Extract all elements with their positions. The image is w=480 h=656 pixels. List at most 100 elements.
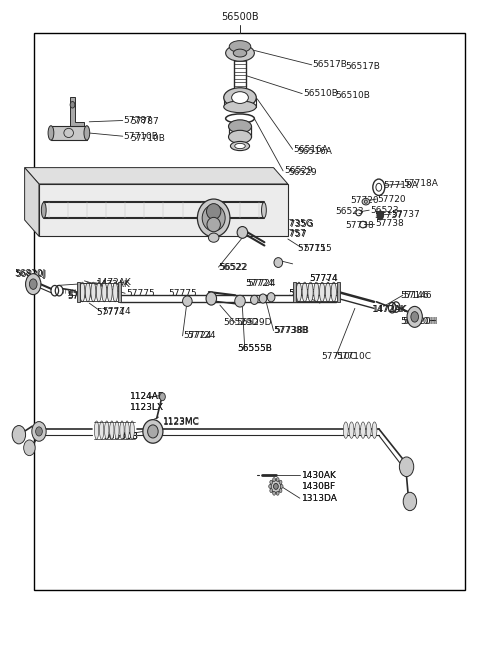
Text: 1430BF: 1430BF: [302, 482, 336, 491]
Ellipse shape: [331, 282, 336, 302]
Text: 57710B: 57710B: [130, 134, 165, 142]
Text: 57774: 57774: [310, 274, 338, 283]
Text: 1123LX: 1123LX: [130, 403, 164, 413]
Circle shape: [399, 457, 414, 477]
Text: 57738: 57738: [345, 220, 374, 230]
Text: 57715: 57715: [298, 243, 326, 253]
Text: 57774: 57774: [102, 307, 131, 316]
Text: 56529D: 56529D: [236, 318, 272, 327]
Circle shape: [270, 480, 273, 484]
Ellipse shape: [267, 293, 275, 302]
Ellipse shape: [274, 483, 278, 489]
Text: 57737: 57737: [392, 210, 420, 218]
Text: 1472AK: 1472AK: [372, 305, 407, 314]
Text: 57775: 57775: [168, 289, 197, 298]
Text: 57787: 57787: [124, 116, 153, 125]
Ellipse shape: [125, 421, 129, 440]
Text: 56522: 56522: [219, 262, 248, 272]
Ellipse shape: [41, 202, 46, 218]
Text: 56820H: 56820H: [400, 317, 436, 326]
Text: 57738B: 57738B: [274, 326, 308, 335]
Circle shape: [279, 480, 282, 484]
Text: 57774: 57774: [310, 274, 338, 283]
Ellipse shape: [202, 205, 225, 231]
Ellipse shape: [48, 126, 54, 140]
Circle shape: [273, 491, 276, 495]
Text: 1124AE: 1124AE: [130, 392, 165, 401]
Bar: [51, 126, 87, 140]
Circle shape: [276, 491, 279, 495]
Text: 1472AK: 1472AK: [97, 278, 132, 287]
Text: 57146: 57146: [404, 291, 432, 300]
Ellipse shape: [197, 199, 230, 237]
Circle shape: [280, 484, 283, 488]
Ellipse shape: [362, 198, 370, 205]
Ellipse shape: [366, 422, 371, 438]
Text: 57720: 57720: [377, 195, 406, 203]
Circle shape: [159, 393, 165, 401]
Circle shape: [29, 279, 37, 289]
Text: 57787: 57787: [130, 117, 159, 127]
Text: 57710C: 57710C: [322, 352, 356, 361]
Circle shape: [411, 312, 419, 322]
Circle shape: [403, 492, 417, 510]
Ellipse shape: [102, 282, 107, 302]
Ellipse shape: [232, 92, 248, 104]
Ellipse shape: [224, 101, 256, 113]
Text: 56529: 56529: [284, 167, 312, 175]
Text: 1430AK: 1430AK: [302, 471, 337, 480]
Text: 57724: 57724: [247, 279, 276, 288]
Ellipse shape: [349, 422, 354, 438]
Text: 56510B: 56510B: [303, 89, 338, 98]
Ellipse shape: [355, 422, 360, 438]
Ellipse shape: [95, 421, 99, 440]
Ellipse shape: [233, 49, 247, 57]
Text: 57718A: 57718A: [384, 181, 419, 190]
Ellipse shape: [320, 282, 325, 302]
Ellipse shape: [296, 282, 301, 302]
Ellipse shape: [148, 425, 158, 438]
Ellipse shape: [251, 295, 258, 304]
Text: 56555B: 56555B: [238, 344, 273, 354]
Text: 57724: 57724: [187, 331, 216, 340]
Ellipse shape: [226, 45, 254, 61]
Text: 57735G: 57735G: [278, 220, 314, 229]
Ellipse shape: [228, 120, 252, 133]
Text: 56529: 56529: [288, 168, 316, 176]
Circle shape: [25, 274, 41, 295]
Ellipse shape: [91, 282, 96, 302]
Polygon shape: [24, 168, 288, 184]
Text: 56523: 56523: [336, 207, 364, 216]
Text: 56522: 56522: [218, 262, 247, 272]
Ellipse shape: [325, 282, 331, 302]
Text: 57146: 57146: [400, 291, 429, 300]
Bar: [39, 184, 288, 236]
Ellipse shape: [208, 233, 219, 242]
Text: 57775: 57775: [126, 289, 155, 298]
Circle shape: [70, 102, 75, 108]
Ellipse shape: [84, 126, 90, 140]
Ellipse shape: [343, 422, 348, 438]
Circle shape: [270, 489, 273, 493]
Text: 56510B: 56510B: [336, 91, 371, 100]
Bar: [34, 33, 465, 590]
Text: 57710C: 57710C: [336, 352, 372, 361]
Text: 1430AK: 1430AK: [302, 471, 337, 480]
Text: 1123MC: 1123MC: [163, 418, 200, 427]
Text: 57757: 57757: [278, 230, 307, 239]
Text: 57718A: 57718A: [404, 180, 439, 188]
Ellipse shape: [230, 142, 250, 151]
Ellipse shape: [143, 420, 163, 443]
Ellipse shape: [274, 258, 283, 268]
Text: 57710B: 57710B: [124, 132, 158, 140]
Ellipse shape: [108, 282, 112, 302]
Text: 1472AK: 1472AK: [372, 305, 408, 314]
Text: 56555B: 56555B: [238, 344, 273, 354]
Ellipse shape: [224, 88, 256, 108]
Circle shape: [32, 422, 46, 441]
Bar: [293, 282, 296, 302]
Text: 56500B: 56500B: [221, 12, 259, 22]
Circle shape: [407, 306, 422, 327]
Circle shape: [36, 427, 42, 436]
Text: 56516A: 56516A: [294, 145, 328, 154]
